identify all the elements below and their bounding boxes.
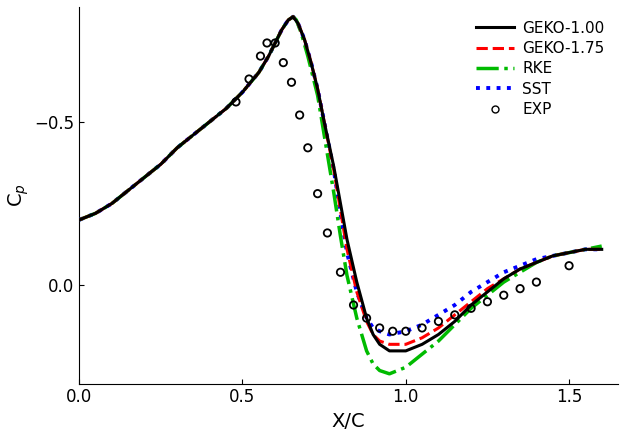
Point bbox=[294, 112, 304, 119]
Point bbox=[374, 325, 384, 332]
X-axis label: X/C: X/C bbox=[332, 412, 366, 431]
Point bbox=[278, 59, 288, 66]
Point bbox=[336, 269, 346, 276]
Point bbox=[362, 314, 372, 321]
Point bbox=[401, 328, 411, 335]
Point bbox=[349, 301, 359, 308]
Point bbox=[564, 262, 574, 269]
Point bbox=[244, 75, 254, 82]
Point bbox=[515, 285, 525, 292]
Point bbox=[499, 292, 509, 299]
Point bbox=[322, 230, 332, 237]
Point bbox=[312, 190, 322, 197]
Point bbox=[466, 305, 476, 312]
Point bbox=[450, 311, 460, 318]
Point bbox=[286, 79, 296, 86]
Point bbox=[482, 298, 492, 305]
Y-axis label: C$_p$: C$_p$ bbox=[7, 184, 31, 207]
Legend: GEKO-1.00, GEKO-1.75, RKE, SST, EXP: GEKO-1.00, GEKO-1.75, RKE, SST, EXP bbox=[470, 14, 611, 123]
Point bbox=[302, 144, 312, 151]
Point bbox=[270, 39, 280, 46]
Point bbox=[231, 99, 241, 106]
Point bbox=[434, 318, 444, 325]
Point bbox=[256, 53, 266, 60]
Point bbox=[388, 328, 398, 335]
Point bbox=[417, 325, 427, 332]
Point bbox=[531, 279, 541, 286]
Point bbox=[262, 39, 272, 46]
